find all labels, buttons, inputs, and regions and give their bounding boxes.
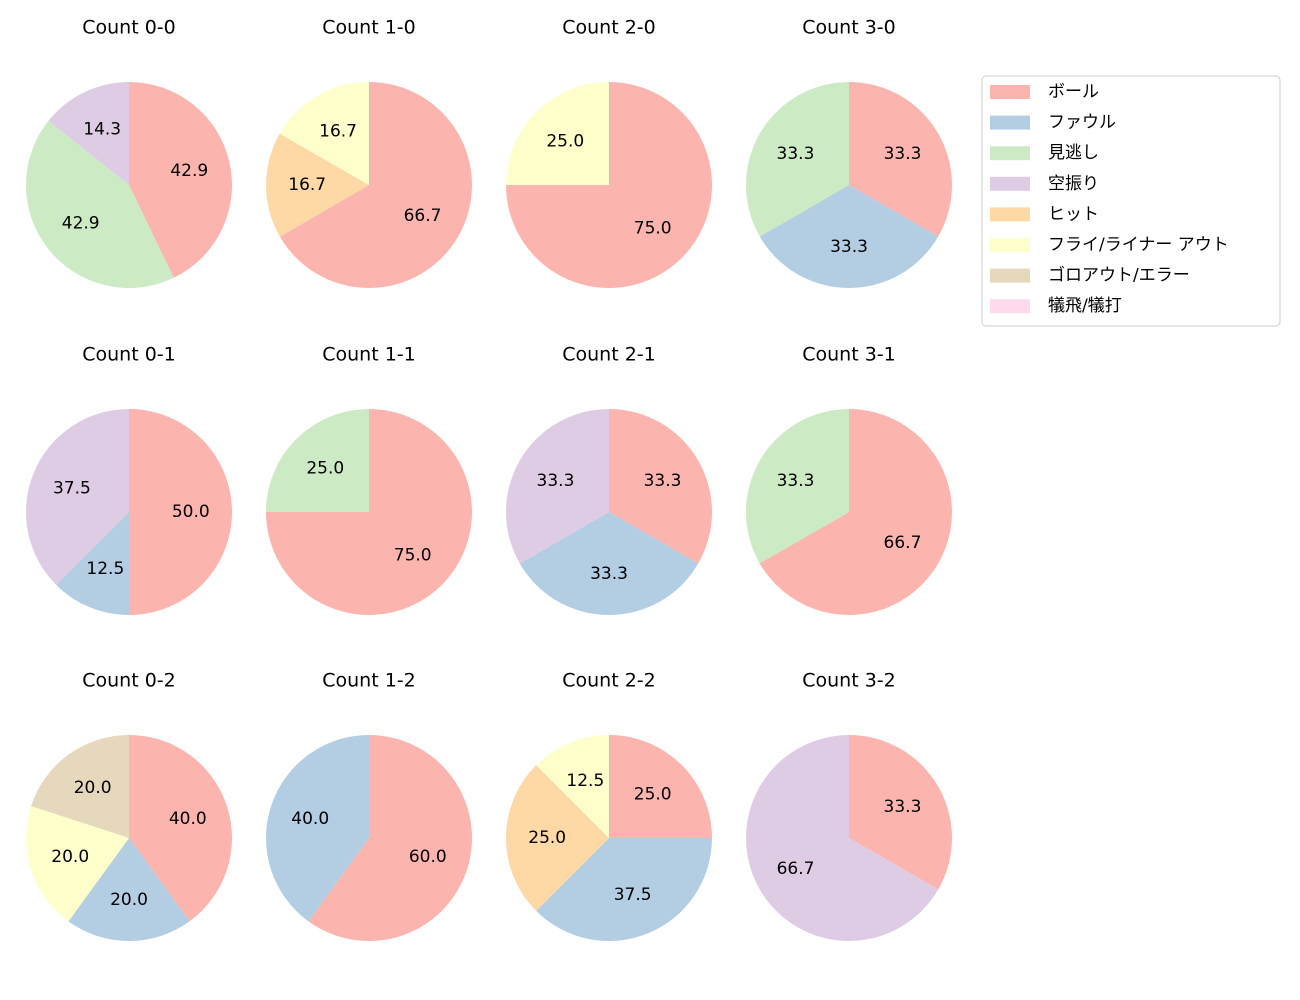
legend-label: ヒット [1048, 204, 1099, 224]
legend-label: ゴロアウト/エラー [1048, 265, 1190, 286]
slice-label: 16.7 [288, 175, 326, 195]
pie-slice [68, 838, 190, 941]
legend-label: 見逃し [1048, 143, 1099, 163]
chart-title: Count 1-0 [322, 17, 416, 39]
slice-label: 37.5 [614, 885, 652, 905]
slice-label: 42.9 [170, 161, 208, 181]
pie-slice [266, 409, 369, 512]
slice-label: 33.3 [884, 797, 922, 817]
pie-slice [129, 409, 232, 615]
slice-label: 60.0 [409, 847, 447, 867]
pie-slice [506, 765, 609, 911]
slice-label: 25.0 [306, 458, 344, 478]
chart-title: Count 0-1 [82, 344, 176, 366]
pie-slice [56, 512, 130, 615]
legend-label: フライ/ライナー アウト [1048, 235, 1229, 255]
legend-swatch [990, 115, 1030, 130]
pie-slice [849, 82, 952, 237]
slice-label: 20.0 [74, 778, 112, 798]
slice-label: 50.0 [172, 502, 210, 522]
slice-label: 14.3 [83, 119, 121, 139]
legend-swatch [990, 207, 1030, 222]
pie-slice [506, 409, 609, 564]
slice-label: 12.5 [86, 559, 124, 579]
pie-slice [308, 735, 473, 942]
pie-slice [266, 735, 369, 922]
slice-label: 33.3 [884, 144, 922, 164]
pie-slice [26, 409, 130, 585]
pie-slice [536, 838, 712, 941]
chart-title: Count 1-2 [322, 670, 416, 692]
pie-slice [26, 806, 130, 922]
pie-slice [759, 185, 939, 288]
pie-slice [266, 133, 369, 237]
legend-swatch [990, 299, 1030, 314]
slice-label: 66.7 [884, 533, 922, 553]
pie-slice [48, 82, 129, 185]
pie-slice [129, 82, 233, 278]
slice-label: 37.5 [53, 478, 91, 498]
pie-slice [536, 735, 609, 838]
pie-slice [506, 82, 609, 185]
legend-label: ボール [1048, 82, 1099, 102]
slice-label: 42.9 [62, 214, 100, 234]
chart-title: Count 0-2 [82, 670, 176, 692]
legend-swatch [990, 146, 1030, 161]
slice-label: 33.3 [830, 237, 868, 257]
slice-label: 33.3 [777, 144, 815, 164]
slice-label: 12.5 [566, 771, 604, 791]
legend-label: 空振り [1048, 174, 1099, 194]
slice-label: 33.3 [777, 471, 815, 491]
pie-slice [31, 735, 129, 838]
pie-slice [745, 82, 849, 237]
slice-label: 66.7 [404, 206, 442, 226]
legend-label: 犠飛/犠打 [1048, 296, 1122, 316]
legend-swatch [990, 176, 1030, 191]
pie-slice [519, 512, 699, 615]
slice-label: 33.3 [590, 564, 628, 584]
pie-slice [129, 735, 233, 922]
pie-slice [759, 409, 952, 615]
legend-swatch [990, 85, 1030, 99]
pie-slice [609, 735, 712, 838]
chart-title: Count 3-2 [802, 670, 896, 692]
slice-label: 20.0 [51, 847, 89, 867]
slice-label: 20.0 [110, 890, 148, 910]
pie-slice [609, 409, 712, 564]
chart-title: Count 0-0 [82, 17, 176, 39]
chart-title: Count 3-1 [802, 344, 896, 366]
pie-slice [279, 82, 369, 185]
slice-label: 40.0 [291, 809, 329, 829]
slice-label: 16.7 [319, 121, 357, 141]
pie-slice [25, 120, 174, 289]
chart-title: Count 1-1 [322, 344, 416, 366]
pie-slice [745, 735, 939, 941]
slice-label: 40.0 [169, 809, 207, 829]
slice-label: 25.0 [546, 131, 584, 151]
chart-title: Count 2-0 [562, 17, 656, 39]
slice-label: 75.0 [394, 546, 432, 566]
legend-label: ファウル [1048, 113, 1116, 133]
pie-slice [849, 735, 953, 890]
chart-title: Count 2-1 [562, 344, 656, 366]
slice-label: 25.0 [528, 828, 566, 848]
legend-swatch [990, 238, 1030, 252]
chart-title: Count 2-2 [562, 670, 656, 692]
pie-slice [745, 409, 849, 564]
slice-label: 66.7 [777, 859, 815, 879]
slice-label: 75.0 [634, 219, 672, 239]
slice-label: 25.0 [634, 784, 672, 804]
slice-label: 33.3 [644, 471, 682, 491]
chart-title: Count 3-0 [802, 17, 896, 39]
slice-label: 33.3 [537, 471, 575, 491]
pie-slice [279, 82, 472, 288]
legend-box [981, 75, 1281, 327]
legend-swatch [990, 268, 1030, 283]
